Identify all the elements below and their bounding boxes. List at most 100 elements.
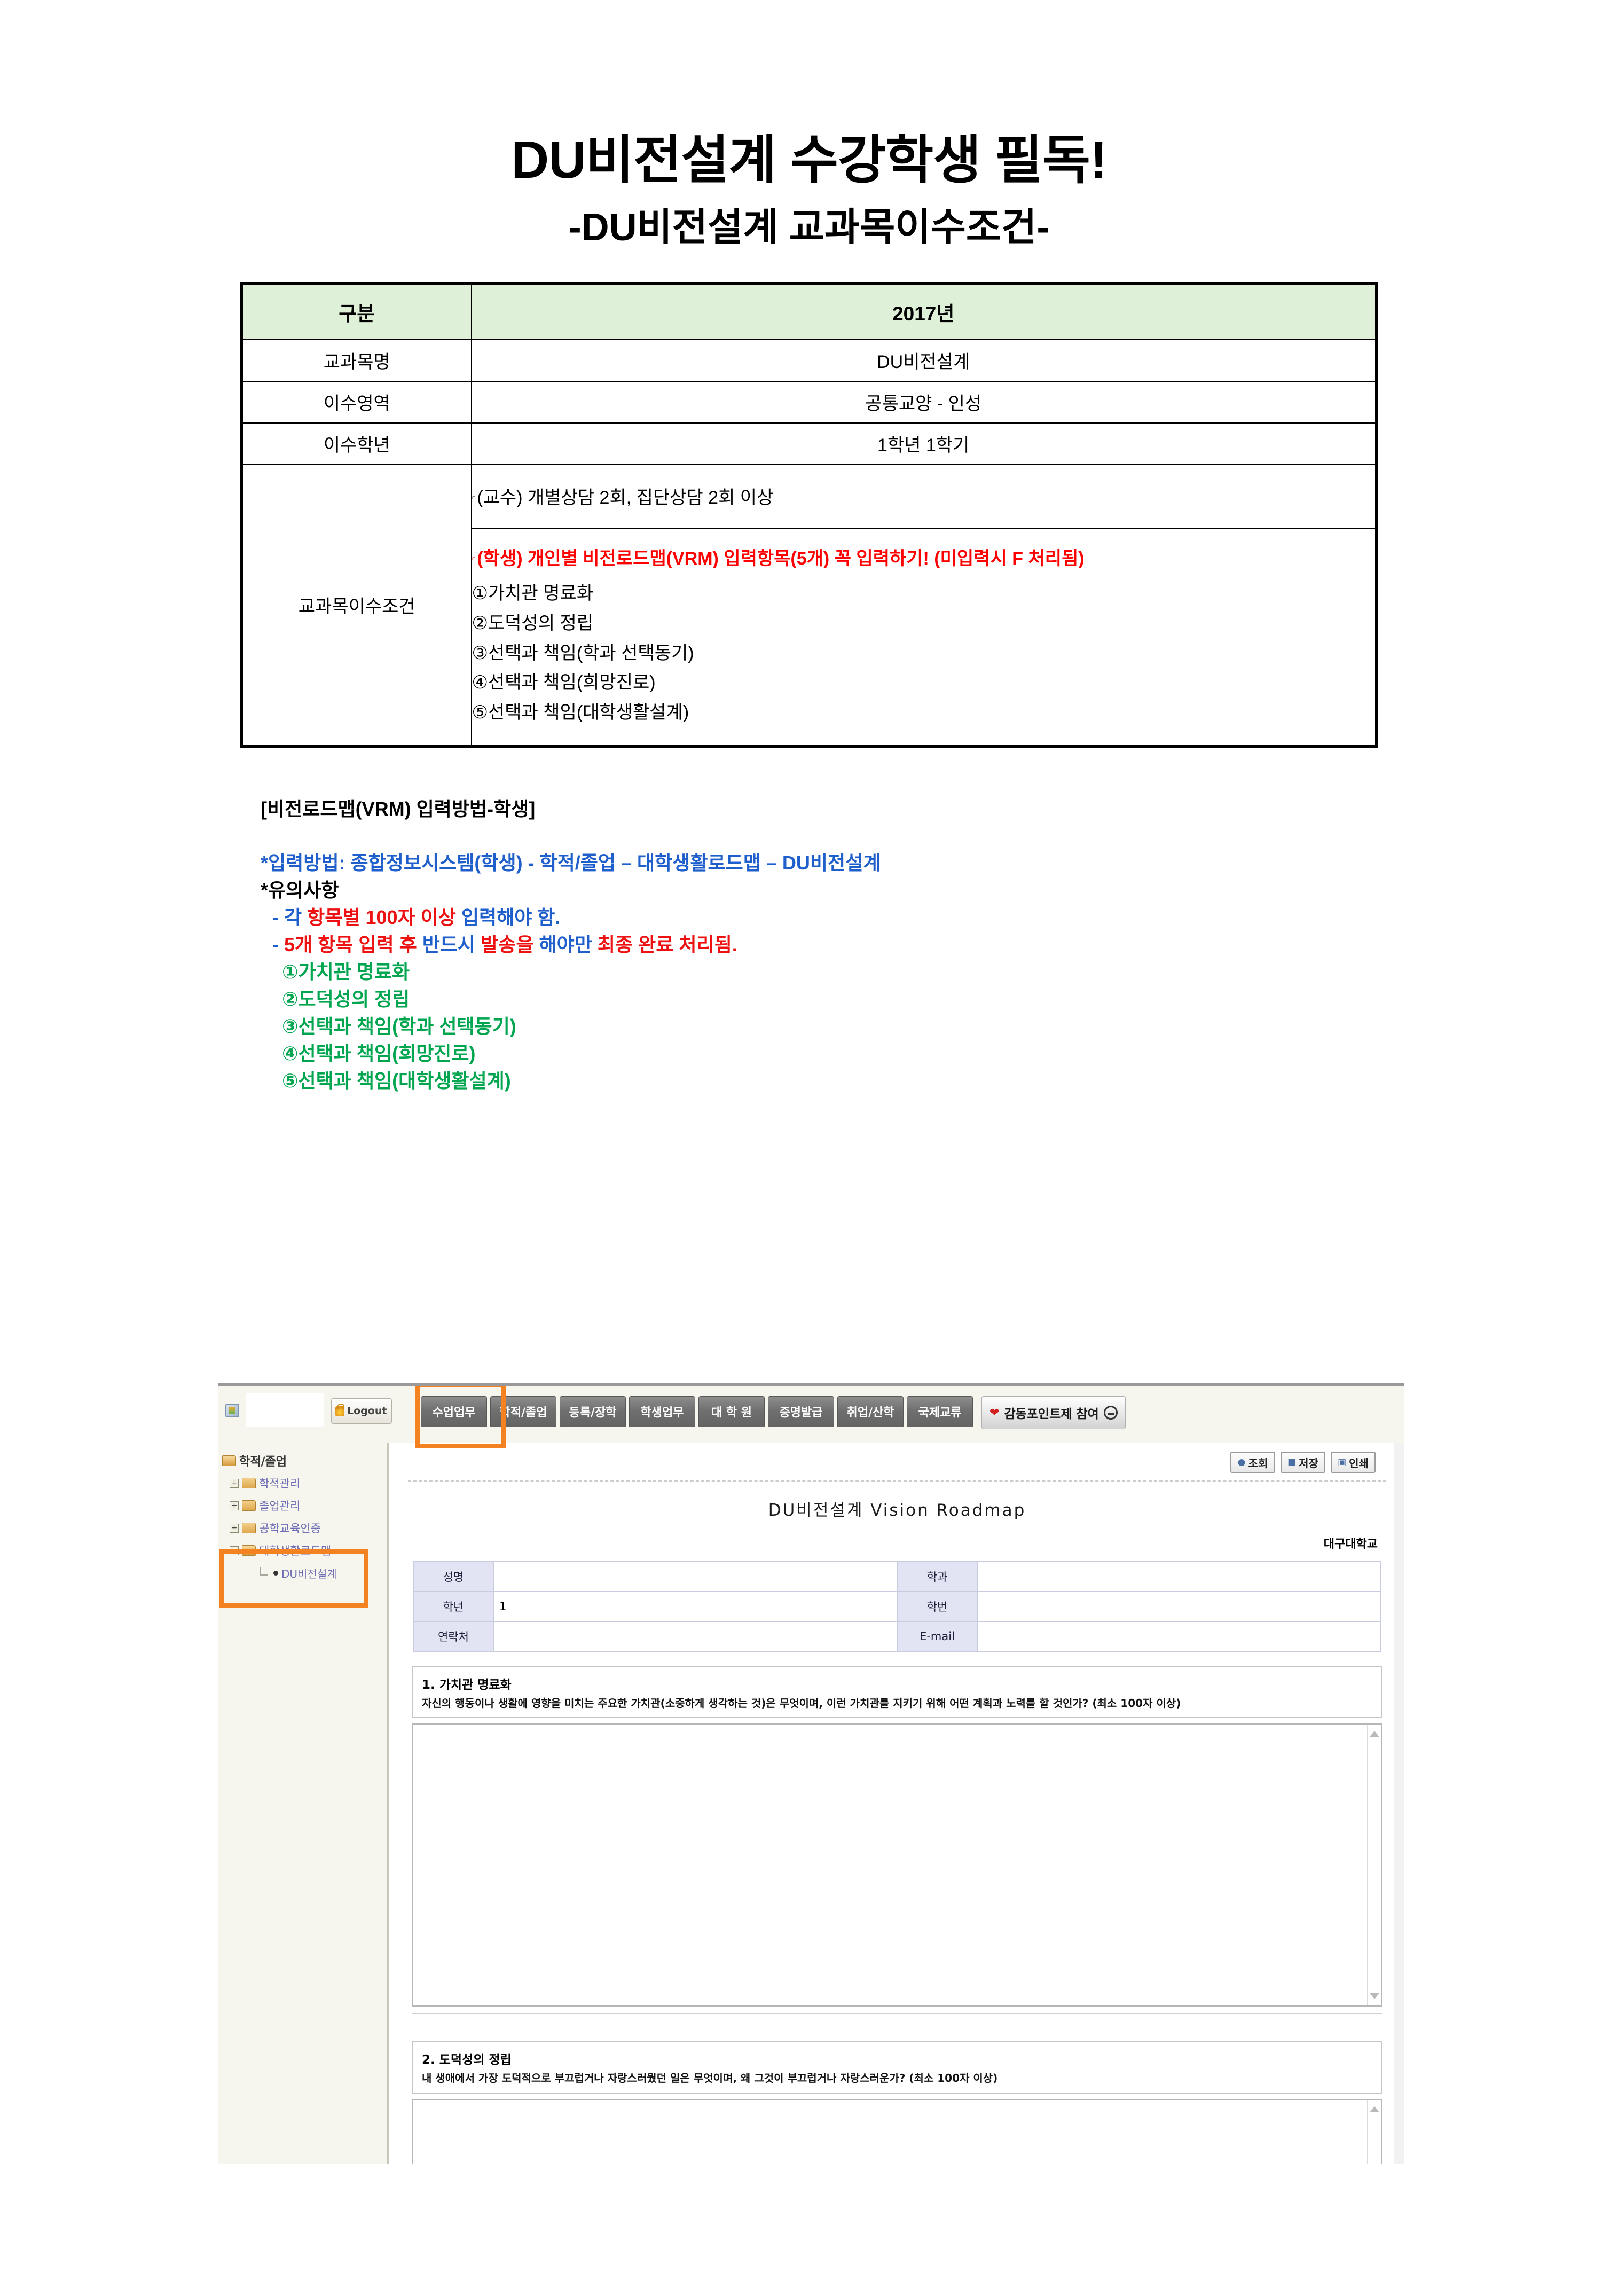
field-label-contact: 연락처: [413, 1621, 494, 1652]
heart-icon: ❤: [989, 1406, 1000, 1420]
section-divider: [412, 2013, 1382, 2027]
tab-gukje-gyoryu[interactable]: 국제교류: [907, 1396, 973, 1427]
sidebar-item-label: 공학교육인증: [259, 1522, 321, 1535]
sidebar-highlight-box: [219, 1549, 368, 1608]
note-item-5: ⑤선택과 책임(대학생활설계): [282, 1070, 511, 1092]
toolbar-divider: [408, 1480, 1386, 1482]
tree-elbow-icon: [260, 1567, 268, 1576]
note-caution-2-part-f: 최종 완료 처리됨.: [597, 933, 737, 955]
note-caution-1-part-a: - 각: [272, 906, 308, 928]
expand-icon[interactable]: +: [230, 1501, 239, 1510]
column-header-year: 2017년: [470, 283, 1377, 340]
printer-icon: ▣: [1338, 1457, 1347, 1468]
sidebar-leaf-label: DU비전설계: [281, 1567, 337, 1580]
sidebar-root-hakjeok-jorup[interactable]: 학적/졸업: [222, 1449, 387, 1472]
tab-daehagwon[interactable]: 대 학 원: [698, 1396, 765, 1427]
note-item-3: ③선택과 책임(학과 선택동기): [282, 1015, 516, 1038]
table-row-student-conditions: ▫(학생) 개인별 비전로드맵(VRM) 입력항목(5개) 꼭 입력하기! (미…: [242, 528, 1377, 747]
column-header-category: 구분: [241, 283, 472, 340]
condition-item: ②도덕성의 정립: [472, 613, 594, 633]
save-icon: ■: [1287, 1457, 1297, 1468]
section-1-block: 1. 가치관 명료화 자신의 행동이나 생활에 영향을 미치는 주요한 가치관(…: [412, 1666, 1382, 1719]
sidebar-item-hakjeok-gwanri[interactable]: + 학적관리: [222, 1472, 387, 1494]
table-row: 이수영역 공통교양 - 인성: [241, 380, 1377, 424]
tab-chwieop-sanhak[interactable]: 취업/산학: [837, 1396, 904, 1427]
search-button[interactable]: ● 조회: [1230, 1452, 1275, 1473]
section-1-textarea[interactable]: [412, 1723, 1382, 2007]
section-1-title: 1. 가치관 명료화: [422, 1678, 512, 1692]
folder-icon: [242, 1500, 256, 1511]
field-value-email[interactable]: [977, 1621, 1381, 1652]
print-button[interactable]: ▣ 인쇄: [1331, 1452, 1376, 1473]
tab-suup-eommu[interactable]: 수업업무: [421, 1396, 487, 1427]
content-toolbar: ● 조회 ■ 저장 ▣ 인쇄: [405, 1443, 1389, 1483]
logo-slot: [246, 1393, 324, 1427]
field-label-email: E-mail: [897, 1621, 978, 1652]
tab-jeungmyeong-balgeup[interactable]: 증명발급: [768, 1396, 834, 1427]
scroll-up-icon[interactable]: [1370, 2106, 1379, 2112]
scroll-down-icon[interactable]: [1370, 1993, 1379, 2000]
page-scrollbar[interactable]: [1394, 1443, 1404, 2164]
section-1-scrollbar[interactable]: [1367, 1725, 1381, 2006]
field-value-name[interactable]: [493, 1561, 898, 1592]
print-button-label: 인쇄: [1349, 1456, 1369, 1470]
content-pane: ● 조회 ■ 저장 ▣ 인쇄 DU비전설계 Vision Roadmap 대구대…: [389, 1443, 1404, 2164]
field-label-name: 성명: [413, 1561, 494, 1592]
sidebar-item-label: 졸업관리: [259, 1500, 301, 1513]
field-value-contact[interactable]: [493, 1621, 898, 1652]
note-item-4: ④선택과 책임(희망진로): [282, 1043, 476, 1065]
note-caution-1: - 각 항목별 100자 이상 입력해야 함.: [261, 904, 1378, 931]
tab-haksaeng-eommu[interactable]: 학생업무: [629, 1396, 695, 1427]
field-label-student-id: 학번: [897, 1591, 978, 1622]
save-button[interactable]: ■ 저장: [1281, 1452, 1325, 1473]
square-bullet-icon: ▫: [472, 551, 476, 565]
system-body: 학적/졸업 + 학적관리 + 졸업관리 + 공학교육인증 - 대학생활로드맵: [218, 1443, 1404, 2164]
point-program-button[interactable]: ❤ 감동포인트제 참여: [981, 1396, 1126, 1429]
scroll-up-icon[interactable]: [1370, 1731, 1379, 1737]
row-value-grade: 1학년 1학기: [470, 422, 1377, 465]
tab-deungrok-janghak[interactable]: 등록/장학: [560, 1396, 626, 1427]
table-row: 교과목명 DU비전설계: [241, 339, 1377, 382]
section-2-textarea[interactable]: [412, 2098, 1382, 2164]
note-caution-2-part-a: -: [272, 933, 284, 955]
smiley-circle-icon: [1103, 1406, 1118, 1420]
page-title: DU비전설계 수강학생 필독!: [511, 130, 1107, 189]
notes-section: [비전로드맵(VRM) 입력방법-학생] *입력방법: 종합정보시스템(학생) …: [240, 794, 1378, 1095]
expand-icon[interactable]: +: [230, 1478, 239, 1488]
note-caution-2-part-c: 반드시: [422, 933, 481, 955]
main-nav-tabs: 수업업무 학적/졸업 등록/장학 학생업무 대 학 원 증명발급 취업/산학 국…: [421, 1396, 1126, 1429]
tab-hakjeok-jorup[interactable]: 학적/졸업: [490, 1396, 556, 1427]
point-program-label: 감동포인트제 참여: [1004, 1407, 1099, 1421]
sidebar-item-gonghak-gyoyuk-injeung[interactable]: + 공학교육인증: [222, 1517, 387, 1539]
logout-button[interactable]: Logout: [331, 1398, 392, 1424]
save-button-label: 저장: [1299, 1456, 1318, 1470]
table-row-conditions: 교과목이수조건 ▫(교수) 개별상담 2회, 집단상담 2회 이상: [241, 464, 1377, 747]
field-value-student-id[interactable]: [977, 1591, 1381, 1622]
table-header-row: 구분 2017년: [241, 283, 1377, 340]
field-value-department[interactable]: [977, 1561, 1381, 1592]
note-caution-2-part-b: 5개 항목 입력 후: [284, 933, 422, 955]
row-label-grade: 이수학년: [241, 422, 472, 465]
row-label-subject-name: 교과목명: [241, 339, 472, 382]
condition-item: ③선택과 책임(학과 선택동기): [472, 642, 694, 663]
note-method-path: 종합정보시스템(학생) - 학적/졸업 – 대학생활로드맵 – DU비전설계: [350, 851, 881, 874]
condition-professor-cell: ▫(교수) 개별상담 2회, 집단상담 2회 이상: [470, 464, 1377, 529]
row-value-subject-name: DU비전설계: [470, 339, 1377, 382]
application-icon: [225, 1404, 239, 1417]
note-caution-1-part-b: 항목별 100자 이상: [307, 906, 456, 928]
folder-icon: [242, 1523, 256, 1533]
note-caution-2-part-e: 해야만: [539, 933, 598, 955]
student-info-table: 성명 학과 학년 1 학번 연락처 E-mail: [413, 1561, 1381, 1652]
info-row-contact: 연락처 E-mail: [413, 1621, 1381, 1652]
section-2-description: 내 생애에서 가장 도덕적으로 부끄럽거나 자랑스러웠던 일은 무엇이며, 왜 …: [422, 2072, 998, 2085]
note-input-method: *입력방법: 종합정보시스템(학생) - 학적/졸업 – 대학생활로드맵 – D…: [261, 849, 1378, 876]
notes-heading: [비전로드맵(VRM) 입력방법-학생]: [261, 797, 536, 820]
expand-icon[interactable]: +: [230, 1523, 239, 1533]
field-value-grade[interactable]: 1: [493, 1591, 898, 1622]
note-caution-1-part-c: 입력해야 함.: [455, 906, 561, 928]
sidebar-item-du-vision-design[interactable]: DU비전설계: [222, 1562, 387, 1584]
sidebar-tree: 학적/졸업 + 학적관리 + 졸업관리 + 공학교육인증 - 대학생활로드맵: [218, 1443, 389, 2164]
section-2-scrollbar[interactable]: [1367, 2099, 1381, 2164]
sidebar-item-jorup-gwanri[interactable]: + 졸업관리: [222, 1494, 387, 1517]
condition-table: 구분 2017년 교과목명 DU비전설계 이수영역 공통교양 - 인성 이수학년…: [240, 282, 1378, 748]
